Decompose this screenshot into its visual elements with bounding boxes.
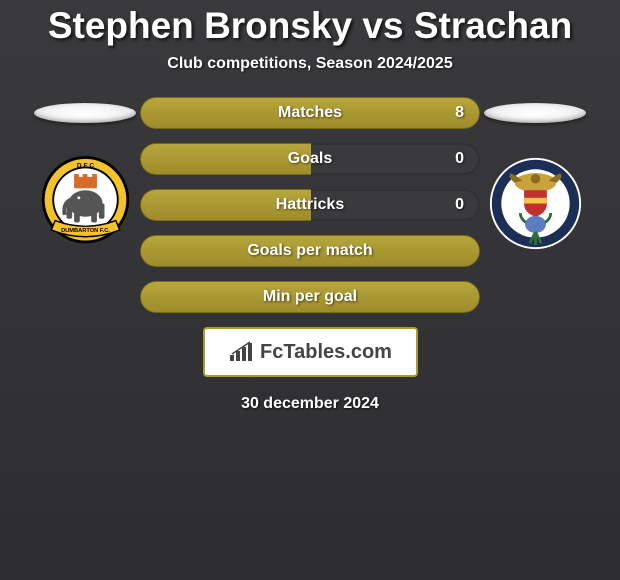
right-crest-inverness (488, 156, 583, 251)
page-subtitle: Club competitions, Season 2024/2025 (0, 55, 620, 73)
stats-column: Matches 8 Goals 0 Hattricks 0 Goals per … (140, 97, 480, 313)
bars-icon (228, 341, 256, 363)
left-crest-dumbarton: DUMBARTON F.C. D F C (38, 156, 133, 251)
right-side (480, 97, 590, 251)
page-title: Stephen Bronsky vs Strachan (0, 5, 620, 47)
player-marker-right (484, 103, 586, 123)
stat-value: 0 (455, 196, 464, 214)
stat-hattricks: Hattricks 0 (140, 189, 480, 221)
stat-label: Goals (288, 150, 332, 168)
brand-text: FcTables.com (260, 341, 392, 364)
stat-goals-per-match: Goals per match (140, 235, 480, 267)
stat-value: 8 (455, 104, 464, 122)
date-text: 30 december 2024 (241, 395, 379, 413)
stat-matches: Matches 8 (140, 97, 480, 129)
svg-text:DUMBARTON F.C.: DUMBARTON F.C. (61, 228, 110, 234)
stat-label: Matches (278, 104, 342, 122)
left-side: DUMBARTON F.C. D F C (30, 97, 140, 251)
svg-text:D F C: D F C (76, 162, 94, 169)
stat-value: 0 (455, 150, 464, 168)
stat-goals: Goals 0 (140, 143, 480, 175)
footer: FcTables.com 30 december 2024 (0, 327, 620, 413)
content-row: DUMBARTON F.C. D F C Matches 8 Goals 0 H… (0, 97, 620, 313)
stat-label: Goals per match (247, 242, 372, 260)
brand-box: FcTables.com (203, 327, 418, 377)
player-marker-left (34, 103, 136, 123)
stat-label: Min per goal (263, 288, 357, 306)
stat-min-per-goal: Min per goal (140, 281, 480, 313)
header: Stephen Bronsky vs Strachan Club competi… (0, 0, 620, 81)
stat-label: Hattricks (276, 196, 344, 214)
